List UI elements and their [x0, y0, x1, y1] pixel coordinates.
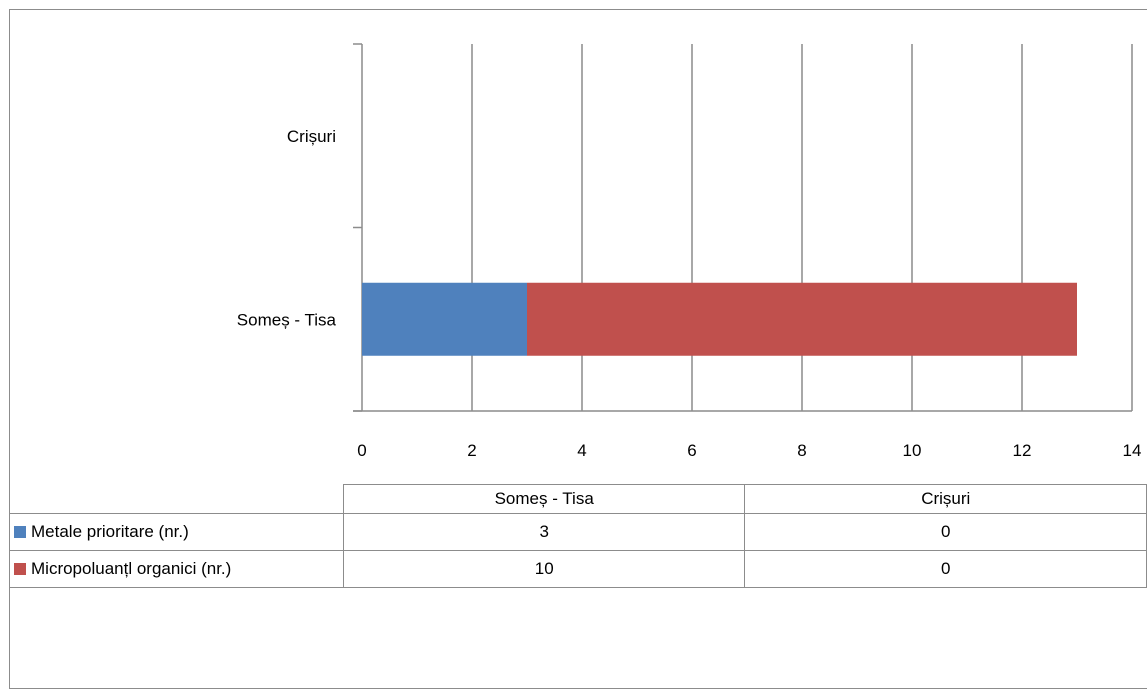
- x-tick-label: 0: [357, 441, 366, 460]
- table-row: Metale prioritare (nr.) 3 0: [9, 513, 1147, 551]
- bar-segment: [362, 282, 527, 356]
- data-table: Someș - Tisa Crișuri Metale prioritare (…: [9, 484, 1147, 588]
- bar-segment: [527, 282, 1077, 356]
- x-tick-label: 12: [1013, 441, 1032, 460]
- bar-chart: 0 2 4 6 8 10 12 14 Someș - Tisa Crișuri: [237, 43, 1142, 460]
- table-header-cell: Crișuri: [744, 484, 1147, 514]
- legend-entry: Micropoluanțl organici (nr.): [9, 550, 344, 588]
- legend-swatch: [14, 525, 26, 538]
- legend-entry: Metale prioritare (nr.): [9, 513, 344, 551]
- table-header-cell: Someș - Tisa: [342, 484, 746, 514]
- category-label: Someș - Tisa: [237, 310, 337, 329]
- legend-swatch: [14, 562, 26, 575]
- table-corner: [9, 484, 344, 514]
- gridlines: [471, 44, 1133, 411]
- table-cell: 0: [744, 513, 1147, 551]
- legend-label: Metale prioritare (nr.): [31, 522, 189, 541]
- table-cell: 0: [744, 550, 1147, 588]
- table-row: Micropoluanțl organici (nr.) 10 0: [9, 550, 1147, 588]
- x-tick-label: 10: [903, 441, 922, 460]
- axis-labels: 0 2 4 6 8 10 12 14 Someș - Tisa Crișuri: [237, 127, 1142, 460]
- table-cell: 10: [342, 550, 746, 588]
- x-tick-label: 14: [1123, 441, 1142, 460]
- x-tick-label: 8: [797, 441, 806, 460]
- table-cell: 3: [342, 513, 746, 551]
- x-tick-label: 2: [467, 441, 476, 460]
- x-tick-label: 4: [577, 441, 586, 460]
- legend-label: Micropoluanțl organici (nr.): [31, 559, 232, 578]
- axes: [353, 43, 1132, 412]
- bars: [362, 282, 1077, 356]
- x-tick-label: 6: [687, 441, 696, 460]
- category-label: Crișuri: [287, 127, 336, 146]
- table-header-row: Someș - Tisa Crișuri: [9, 484, 1147, 514]
